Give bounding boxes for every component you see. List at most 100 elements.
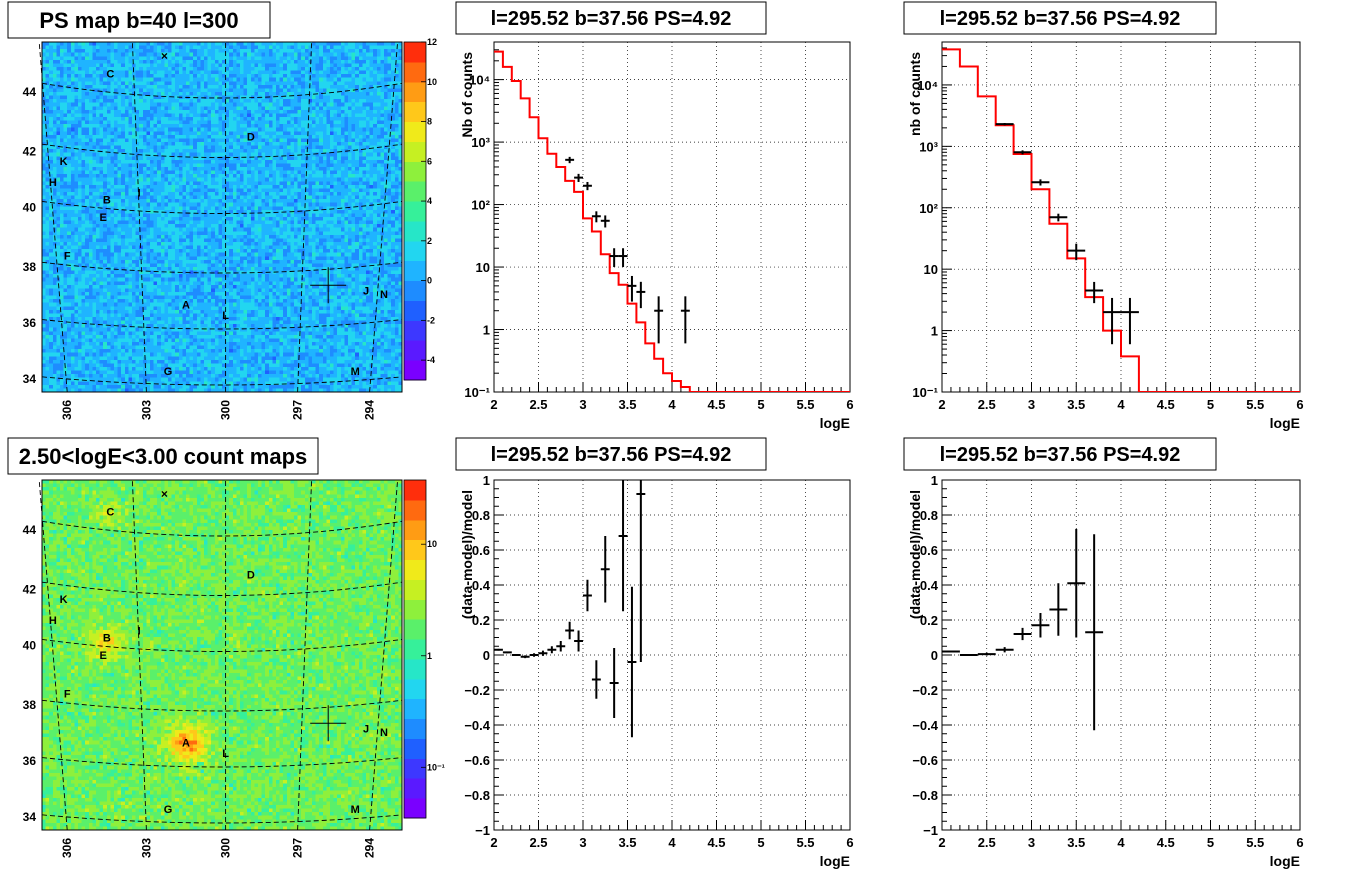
map-pixel [355,138,359,142]
map-pixel [215,78,219,82]
map-pixel [226,213,230,217]
map-pixel [251,99,255,103]
map-pixel [254,128,258,132]
map-pixel [344,121,348,125]
map-pixel [395,153,399,157]
map-pixel [370,146,374,150]
map-pixel [200,128,204,132]
map-pixel [182,113,186,117]
map-pixel [143,149,147,153]
map-pixel [182,99,186,103]
map-pixel [312,138,316,142]
map-pixel [139,167,143,171]
map-pixel [132,128,136,132]
map-pixel [312,181,316,185]
map-pixel [182,217,186,221]
map-pixel [150,113,154,117]
map-pixel [251,74,255,78]
map-pixel [352,74,356,78]
map-pixel [128,167,132,171]
map-pixel [323,96,327,100]
map-pixel [290,74,294,78]
map-pixel [244,167,248,171]
map-pixel [247,121,251,125]
map-pixel [287,171,291,175]
map-pixel [380,171,384,175]
map-pixel [323,185,327,189]
map-pixel [110,138,114,142]
map-pixel [301,106,305,110]
map-pixel [193,49,197,53]
map-pixel [114,46,118,50]
map-pixel [71,217,75,221]
map-pixel [373,53,377,57]
map-pixel [110,206,114,210]
map-pixel [218,121,222,125]
map-pixel [388,149,392,153]
map-pixel [150,142,154,146]
map-pixel [276,110,280,114]
map-pixel [334,113,338,117]
map-pixel [60,138,64,142]
map-pixel [366,124,370,128]
map-pixel [373,124,377,128]
map-pixel [218,171,222,175]
map-pixel [247,42,251,46]
map-pixel [348,156,352,160]
map-pixel [236,206,240,210]
map-pixel [218,46,222,50]
map-pixel [100,117,104,121]
map-pixel [218,49,222,53]
map-pixel [125,103,129,107]
map-pixel [53,88,57,92]
map-pixel [370,88,374,92]
map-pixel [150,138,154,142]
map-pixel [211,138,215,142]
map-pixel [341,46,345,50]
map-pixel [269,163,273,167]
map-pixel [265,110,269,114]
map-pixel [150,42,154,46]
map-pixel [193,106,197,110]
map-pixel [42,203,46,207]
map-pixel [355,56,359,60]
map-pixel [164,67,168,71]
map-pixel [272,124,276,128]
map-pixel [60,60,64,64]
map-pixel [157,110,161,114]
map-pixel [373,206,377,210]
map-pixel [186,146,190,150]
map-pixel [265,46,269,50]
map-pixel [348,78,352,82]
map-pixel [118,71,122,75]
map-pixel [290,138,294,142]
map-pixel [204,196,208,200]
map-pixel [272,138,276,142]
map-pixel [85,85,89,89]
map-pixel [370,56,374,60]
map-pixel [107,56,111,60]
map-pixel [316,192,320,196]
map-pixel [298,46,302,50]
map-pixel [197,53,201,57]
map-pixel [193,88,197,92]
map-pixel [269,174,273,178]
map-pixel [42,49,46,53]
map-pixel [348,199,352,203]
map-pixel [82,192,86,196]
map-pixel [330,60,334,64]
map-pixel [179,167,183,171]
map-pixel [236,156,240,160]
map-pixel [395,78,399,82]
map-pixel [85,160,89,164]
map-pixel [294,188,298,192]
map-pixel [56,149,60,153]
map-pixel [118,217,122,221]
map-pixel [330,106,334,110]
map-pixel [172,142,176,146]
map-pixel [362,103,366,107]
map-pixel [193,81,197,85]
panel-title-2: l=295.52 b=37.56 PS=4.92 [904,2,1216,34]
map-pixel [71,96,75,100]
